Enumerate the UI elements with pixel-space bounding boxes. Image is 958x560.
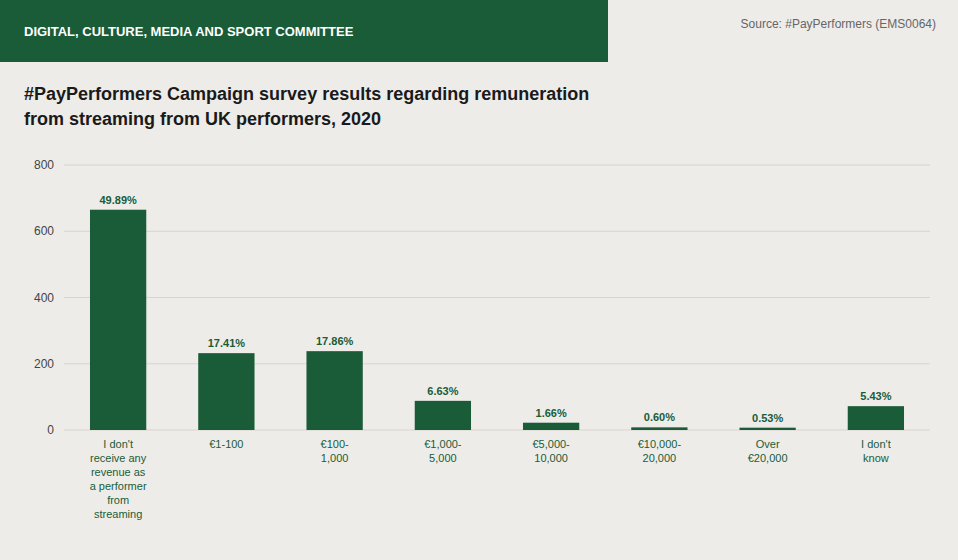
- x-tick-label-line: €1-100: [209, 438, 243, 450]
- header-band: [0, 0, 608, 62]
- bar: [523, 423, 579, 430]
- grid-line: [64, 297, 930, 298]
- bar: [631, 427, 687, 430]
- bars: [90, 210, 904, 430]
- x-tick-label: I don't receive any revenue as a performer f…: [90, 438, 147, 520]
- bar: [90, 210, 146, 430]
- grid-line: [64, 363, 930, 364]
- x-tick-label-line: 10,000: [534, 452, 568, 464]
- subtitle: from streaming from UK performers, 2020: [24, 109, 381, 129]
- x-tick-label: Over €20,000: [748, 438, 788, 464]
- percentage-label: 0.60%: [644, 411, 675, 423]
- x-tick-label: €1-100: [209, 438, 243, 450]
- x-tick-label-line: 20,000: [643, 452, 677, 464]
- bar: [198, 353, 254, 430]
- x-tick-label-line: 1,000: [321, 452, 349, 464]
- grid-line: [64, 231, 930, 232]
- percentage-label: 6.63%: [427, 385, 458, 397]
- chart: DIGITAL, CULTURE, MEDIA AND SPORT COMMIT…: [0, 0, 958, 560]
- title: #PayPerformers Campaign survey results r…: [24, 84, 589, 104]
- grid: [64, 165, 930, 430]
- percentage-label: 17.41%: [208, 337, 246, 349]
- y-tick-label: 200: [34, 357, 54, 371]
- bar: [306, 351, 362, 430]
- x-tick-label-line: a performer: [90, 480, 147, 492]
- x-tick-label-line: €5,000-: [532, 438, 570, 450]
- x-tick-label: €5,000- 10,000: [532, 438, 570, 464]
- x-tick-label-line: €20,000: [748, 452, 788, 464]
- x-tick-label: €100- 1,000: [321, 438, 349, 464]
- x-tick-label-line: Over: [756, 438, 780, 450]
- grid-line: [64, 165, 930, 166]
- x-tick-label-line: €100-: [321, 438, 349, 450]
- y-tick-label: 800: [34, 158, 54, 172]
- x-tick-label-line: 5,000: [429, 452, 457, 464]
- y-tick-label: 0: [47, 423, 54, 437]
- bar: [739, 428, 795, 430]
- grid-line: [64, 430, 930, 431]
- percentage-label: 1.66%: [536, 407, 567, 419]
- percentage-label: 0.53%: [752, 412, 783, 424]
- header-text: DIGITAL, CULTURE, MEDIA AND SPORT COMMIT…: [24, 24, 354, 39]
- x-tick-label-line: from: [107, 494, 129, 506]
- x-tick-label-line: revenue as: [91, 466, 146, 478]
- y-tick-label: 400: [34, 291, 54, 305]
- x-tick-label: €1,000- 5,000: [424, 438, 462, 464]
- x-tick-label-line: €1,000-: [424, 438, 462, 450]
- percentage-label: 49.89%: [99, 194, 137, 206]
- y-tick-label: 600: [34, 224, 54, 238]
- x-tick-label-line: know: [863, 452, 889, 464]
- bar: [415, 401, 471, 430]
- x-tick-label-line: €10,000-: [638, 438, 682, 450]
- page: {"chart_data": { "type": "bar", "title":…: [0, 0, 958, 560]
- x-tick-label-line: I don't: [861, 438, 891, 450]
- x-tick-label-line: streaming: [94, 508, 142, 520]
- x-tick-label: I don't know: [861, 438, 891, 464]
- background: [0, 0, 958, 560]
- percentage-label: 17.86%: [316, 335, 354, 347]
- percentage-label: 5.43%: [860, 390, 891, 402]
- bar: [848, 406, 904, 430]
- x-tick-label-line: I don't: [103, 438, 133, 450]
- x-tick-label-line: receive any: [90, 452, 147, 464]
- source-text: Source: #PayPerformers (EMS0064): [741, 17, 936, 31]
- x-tick-label: €10,000- 20,000: [638, 438, 682, 464]
